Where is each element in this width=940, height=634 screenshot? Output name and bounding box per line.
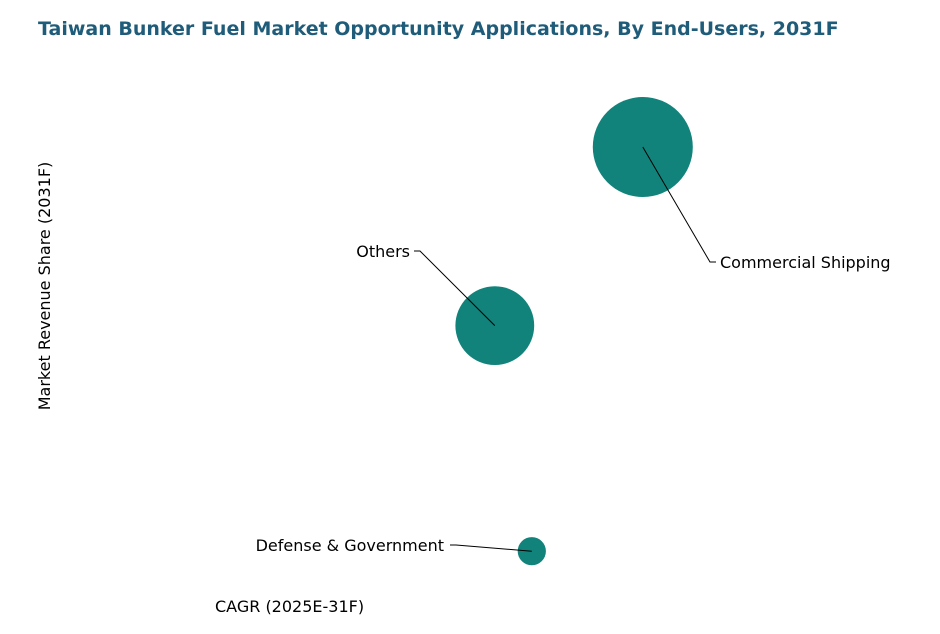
bubble-defense-government	[517, 537, 546, 566]
bubble-labels-layer: Commercial Shipping Others Defense & Gover…	[256, 242, 891, 555]
bubble-label: Others	[356, 242, 410, 261]
leader-line	[450, 544, 532, 552]
bubble-label: Defense & Government	[256, 536, 444, 555]
leader-line	[642, 146, 716, 263]
bubbles-layer	[455, 97, 693, 566]
x-axis-label: CAGR (2025E-31F)	[215, 597, 364, 616]
leader-lines-layer	[414, 146, 716, 552]
chart-title: Taiwan Bunker Fuel Market Opportunity Ap…	[38, 18, 839, 40]
leader-line	[414, 250, 496, 326]
y-axis-label: Market Revenue Share (2031F)	[35, 162, 54, 411]
bubble-label: Commercial Shipping	[720, 253, 891, 272]
